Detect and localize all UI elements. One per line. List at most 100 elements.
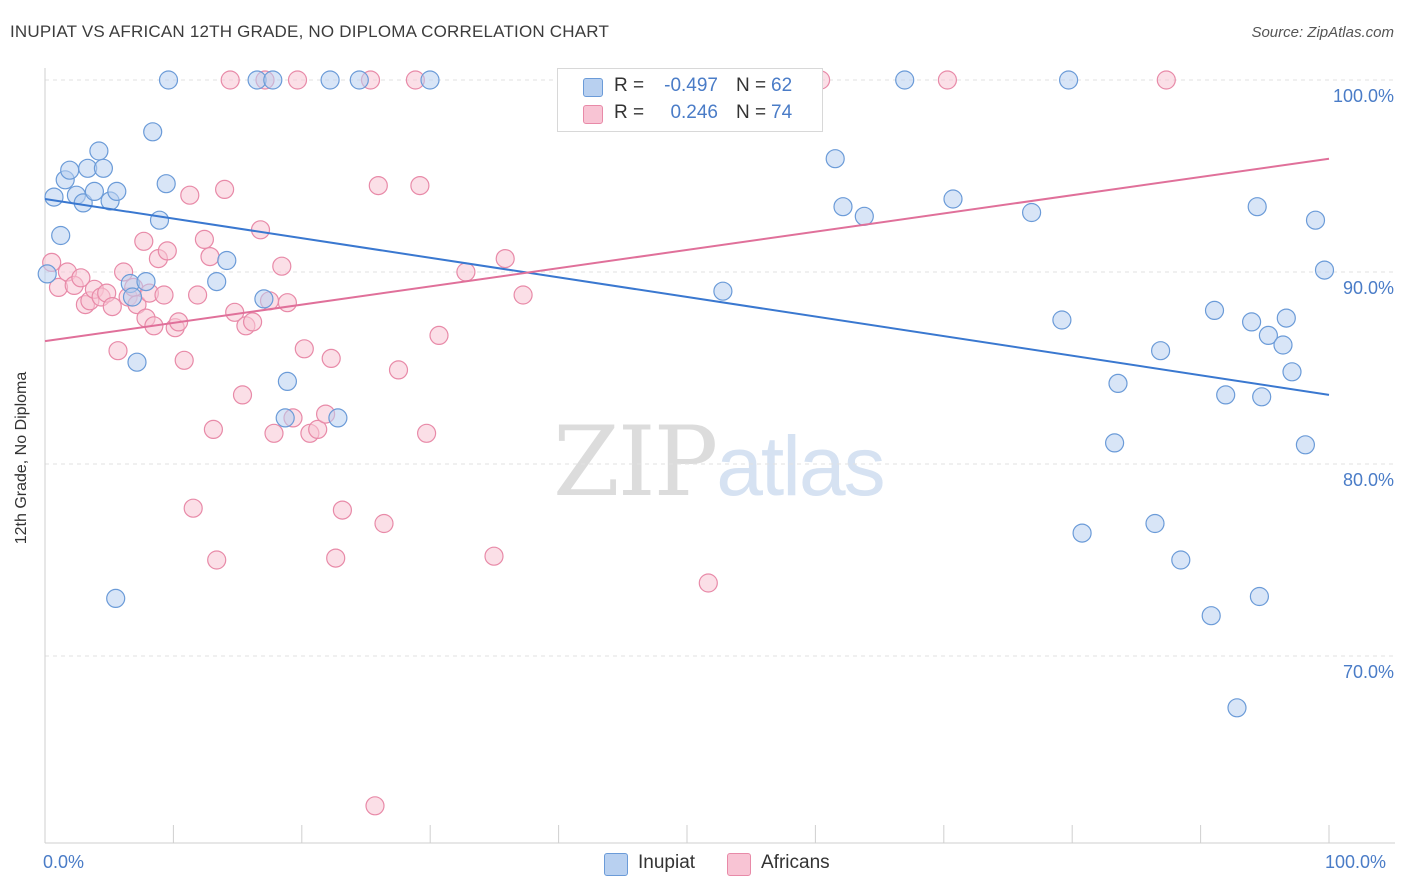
inupiat-point: [263, 70, 283, 90]
inupiat-point: [44, 187, 64, 207]
inupiat-point: [1204, 300, 1225, 320]
inupiat-trend-line: [44, 198, 1330, 396]
inupiat-point: [1295, 435, 1316, 455]
inupiat-point: [60, 160, 80, 180]
inupiat-point: [1145, 513, 1165, 534]
axes: [44, 68, 1395, 844]
africans-trend-line: [44, 157, 1330, 343]
africans-point: [154, 285, 174, 305]
africans-point: [277, 293, 297, 313]
africans-point: [220, 70, 240, 90]
inupiat-legend-label: Inupiat: [638, 852, 696, 873]
africans-point: [71, 268, 91, 288]
inupiat-point: [107, 181, 127, 201]
inupiat-point: [1171, 550, 1191, 570]
x-tick-label: 0.0%: [43, 852, 85, 872]
africans-point: [232, 385, 253, 405]
africans-point: [108, 341, 128, 361]
inupiat-point: [84, 181, 105, 201]
inupiat-point: [149, 210, 170, 230]
inupiat-point: [51, 225, 71, 246]
legend-r-label: R =: [614, 102, 645, 123]
africans-point: [321, 348, 341, 368]
africans-point: [332, 500, 352, 520]
trend-lines: [44, 157, 1330, 396]
africans-point: [102, 297, 122, 317]
africans-point: [157, 241, 177, 261]
zipatlas-watermark: ZIPatlas: [553, 406, 886, 518]
africans-point: [495, 249, 515, 269]
africans-point: [365, 796, 385, 816]
inupiat-point: [156, 174, 176, 194]
inupiat-point: [217, 250, 237, 271]
chart-title: INUPIAT VS AFRICAN 12TH GRADE, NO DIPLOM…: [10, 22, 610, 41]
inupiat-point: [106, 588, 126, 609]
africans-point: [417, 423, 437, 443]
watermark-zip: ZIP: [553, 406, 718, 518]
inupiat-point: [1252, 387, 1272, 407]
africans-point: [484, 546, 504, 566]
africans-point: [134, 231, 154, 251]
africans-points: [42, 70, 1176, 816]
africans-point: [264, 423, 284, 443]
correlation-legend: R = -0.497 N = 62 R = 0.246 N = 74: [557, 68, 823, 132]
africans-point: [180, 185, 200, 205]
inupiat-point: [1282, 362, 1302, 382]
grid-lines: [45, 79, 1395, 657]
africans-point: [188, 285, 208, 305]
inupiat-point: [136, 272, 156, 292]
inupiat-point: [143, 122, 163, 142]
africans-point: [937, 70, 958, 90]
africans-point: [368, 176, 388, 196]
y-tick-label: 70.0%: [1342, 662, 1394, 682]
y-axis-label: 12th Grade, No Diploma: [13, 371, 30, 545]
africans-point: [294, 339, 314, 359]
inupiat-point: [275, 408, 295, 428]
inupiat-point: [713, 281, 733, 301]
africans-point: [272, 256, 292, 276]
inupiat-point: [1104, 433, 1125, 453]
inupiat-point: [207, 272, 227, 292]
inupiat-point: [127, 352, 147, 372]
inupiat-point: [833, 197, 853, 217]
africans-point: [308, 419, 328, 439]
africans-point: [183, 498, 203, 518]
inupiat-point: [254, 289, 274, 309]
inupiat-point: [943, 189, 963, 209]
legend-row-inupiat: R = -0.497 N = 62: [558, 74, 822, 100]
africans-point: [698, 573, 718, 593]
inupiat-point: [1058, 70, 1079, 90]
inupiat-point: [1216, 385, 1236, 405]
inupiat-point: [328, 408, 348, 428]
inupiat-point: [320, 70, 340, 90]
africans-legend-swatch: [727, 853, 751, 876]
inupiat-point: [1305, 210, 1326, 230]
africans-point: [456, 262, 476, 282]
inupiat-point: [1227, 698, 1247, 718]
inupiat-point: [89, 141, 109, 161]
inupiat-point: [1249, 586, 1270, 607]
africans-point: [243, 312, 263, 332]
inupiat-point: [1052, 310, 1072, 330]
africans-point: [174, 350, 194, 370]
inupiat-point: [1201, 606, 1221, 626]
africans-point: [194, 229, 214, 249]
africans-point: [429, 325, 449, 345]
inupiat-point: [1314, 260, 1335, 280]
africans-point: [215, 179, 235, 199]
inupiat-point: [420, 70, 440, 90]
y-tick-label: 90.0%: [1342, 278, 1394, 298]
y-tick-label: 100.0%: [1332, 86, 1394, 106]
source-label: Source: ZipAtlas.com: [1251, 24, 1394, 41]
inupiat-point: [122, 287, 143, 307]
africans-point: [287, 70, 308, 90]
inupiat-point: [1150, 341, 1171, 361]
africans-point: [410, 176, 430, 196]
inupiat-point: [1241, 312, 1262, 332]
inupiat-point: [1247, 197, 1267, 217]
inupiat-points: [37, 70, 1335, 718]
africans-point: [203, 419, 223, 439]
inupiat-point: [854, 206, 874, 226]
africans-swatch: [583, 105, 603, 124]
africans-point: [326, 548, 346, 568]
